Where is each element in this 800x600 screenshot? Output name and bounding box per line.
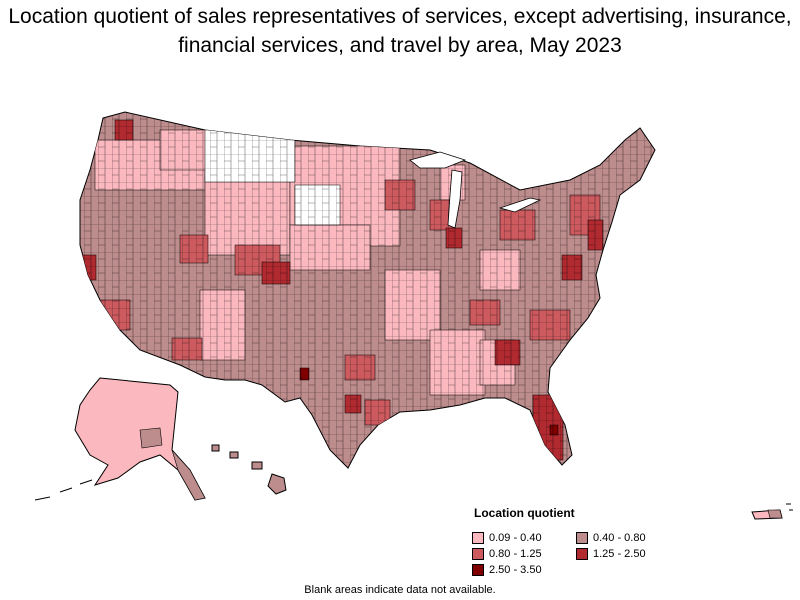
map-title: Location quotient of sales representativ… — [8, 5, 792, 57]
lake-michigan — [447, 169, 463, 229]
alaska-anchorage-region — [139, 427, 163, 449]
footnote: Blank areas indicate data not available. — [304, 584, 496, 596]
lake-erie — [498, 197, 542, 213]
legend-item-0-40-0-80: 0.40 - 0.80 — [576, 531, 672, 544]
legend-item-2-50-3-50: 2.50 - 3.50 — [472, 563, 576, 576]
legend-item-1-25-2-50: 1.25 - 2.50 — [576, 547, 672, 560]
legend-label: 0.09 - 0.40 — [489, 531, 542, 544]
hawaii-big-island — [267, 473, 287, 495]
hawaii-kauai — [211, 444, 220, 452]
legend-item-0-80-1-25: 0.80 - 1.25 — [472, 547, 576, 560]
lake-superior — [409, 151, 467, 169]
puerto-rico-east — [767, 509, 783, 519]
legend-swatch — [472, 531, 484, 544]
alaska-shape — [74, 377, 206, 501]
legend-swatch — [472, 547, 484, 560]
legend-swatch — [576, 531, 588, 544]
legend-label: 0.80 - 1.25 — [489, 547, 542, 560]
legend-swatch — [576, 547, 588, 560]
virgin-islands — [786, 503, 793, 511]
puerto-rico — [751, 503, 793, 520]
hawaii-oahu — [229, 451, 239, 459]
legend: Location quotient 0.09 - 0.40 0.40 - 0.8… — [472, 506, 672, 576]
legend-item-0-09-0-40: 0.09 - 0.40 — [472, 531, 576, 544]
alaska — [34, 377, 206, 501]
alaska-southeast-region — [171, 449, 206, 501]
legend-items: 0.09 - 0.40 0.40 - 0.80 0.80 - 1.25 1.25… — [472, 531, 672, 576]
hawaii — [211, 444, 287, 495]
legend-label: 1.25 - 2.50 — [593, 547, 646, 560]
legend-swatch — [472, 563, 484, 576]
legend-title: Location quotient — [474, 506, 575, 520]
legend-label: 0.40 - 0.80 — [593, 531, 646, 544]
alaska-aleutians — [34, 479, 93, 501]
legend-label: 2.50 - 3.50 — [489, 563, 542, 576]
hawaii-maui — [251, 461, 263, 470]
